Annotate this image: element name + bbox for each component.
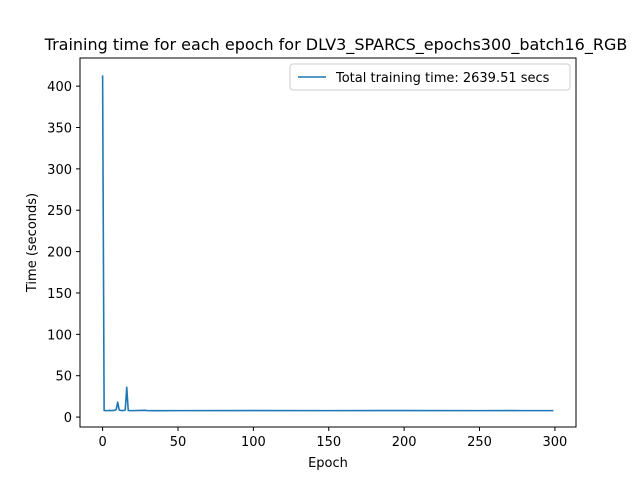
y-tick-label: 300 — [47, 163, 72, 178]
x-tick-label: 100 — [241, 435, 266, 450]
y-tick-label: 200 — [47, 246, 72, 261]
legend-box — [289, 63, 571, 91]
series-line-0 — [101, 75, 554, 412]
y-tick-label: 150 — [47, 287, 72, 302]
y-tick-label: 250 — [47, 204, 72, 219]
series-layer — [101, 75, 554, 412]
x-tick-label: 250 — [467, 435, 492, 450]
y-axis-label: Time (seconds) — [25, 193, 40, 293]
y-tick-label: 350 — [47, 121, 72, 136]
y-tick-label: 100 — [47, 328, 72, 343]
plot-frame — [79, 57, 577, 428]
legend: Total training time: 2639.51 secs — [289, 63, 571, 91]
x-tick-label: 150 — [316, 435, 341, 450]
x-tick-label: 200 — [392, 435, 417, 450]
y-tick-label: 50 — [55, 370, 72, 385]
chart-title: Training time for each epoch for DLV3_SP… — [44, 35, 628, 55]
x-axis-label: Epoch — [308, 456, 348, 471]
legend-label: Total training time: 2639.51 secs — [335, 71, 550, 86]
y-tick-label: 400 — [47, 80, 72, 95]
x-tick-label: 300 — [542, 435, 567, 450]
x-tick-label: 0 — [98, 435, 106, 450]
x-tick-label: 50 — [170, 435, 187, 450]
y-tick-label: 0 — [64, 411, 72, 426]
axes-layer: 0 50 100 150 200 250 300 0 50 100 150 200 250 300 350 4… — [47, 57, 577, 450]
